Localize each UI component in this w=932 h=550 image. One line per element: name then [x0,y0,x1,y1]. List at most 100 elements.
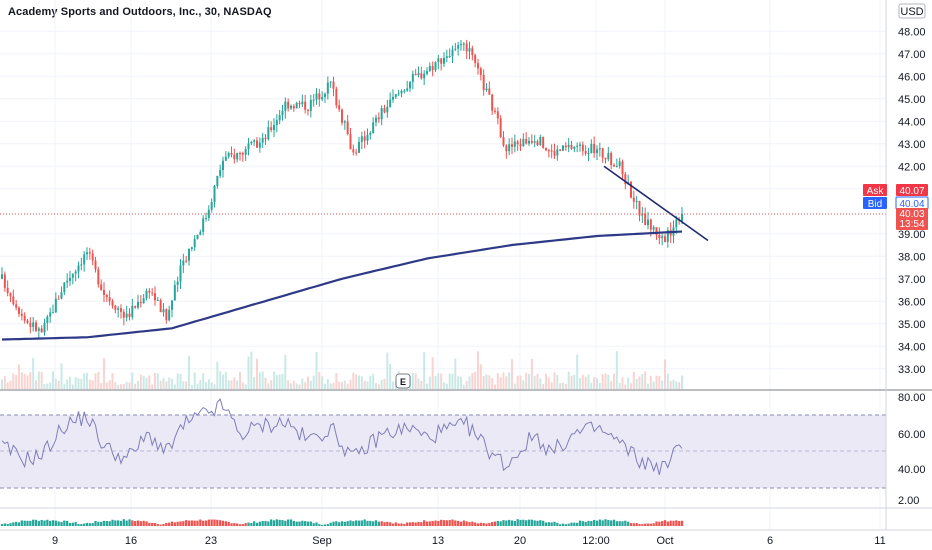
earnings-event-badge[interactable]: E [395,373,411,389]
macd-bar [176,521,179,526]
volume-bar [655,375,658,389]
currency-badge[interactable]: USD [898,3,926,19]
candle-body [547,150,550,152]
volume-bar [513,383,516,389]
volume-bar [499,377,502,389]
macd-bar [57,521,60,526]
volume-bar [550,382,553,389]
macd-bar [428,521,431,526]
volume-bar [613,373,615,389]
price-axis[interactable]: 48.0047.0046.0045.0044.0043.0042.0041.00… [898,26,926,376]
macd-bar [153,522,157,526]
volume-bar [37,371,40,389]
macd-bar [136,520,140,526]
volume-bar [516,375,519,389]
candle-body [590,143,593,154]
macd-bar [128,519,131,526]
macd-bar [343,521,346,526]
candle-body [216,175,219,187]
volume-bar [193,372,196,389]
macd-bar [397,523,400,526]
macd-bar [227,521,230,526]
volume-bar [488,375,491,389]
volume-bar [324,383,326,389]
volume-bar [587,374,590,389]
volume-bar [386,352,389,389]
macd-bar [100,521,103,526]
candle-body [417,73,420,76]
macd-bar [496,520,499,526]
volume-bar [1,379,3,389]
candle-body [295,102,298,109]
macd-bar [3,523,6,526]
volume-bar [346,383,349,389]
volume-bar [171,378,173,389]
macd-bar [559,524,562,526]
last-price-tag: 40.03 13:54 [896,208,928,230]
volume-bar [103,358,105,389]
candle-body [6,287,9,294]
macd-bar [202,520,205,526]
trend-line[interactable] [603,165,709,242]
macd-bar [629,523,633,526]
macd-bar [340,521,344,526]
volume-bar [332,382,335,389]
macd-bar [581,521,584,526]
macd-bar [117,520,120,526]
macd-bar [610,520,613,526]
ask-label: Ask [867,186,885,197]
candle-body [159,299,162,313]
candle-body [355,152,358,154]
candle-body [32,322,35,327]
macd-bar [468,522,471,526]
candle-body [239,152,241,154]
candle-body [290,105,292,109]
macd-bar [672,520,675,526]
time-axis[interactable]: 9 16 23 Sep 13 20 12:00 Oct 6 11 [52,535,886,547]
volume-bar [301,378,304,389]
bar-countdown: 13:54 [899,219,924,230]
chart-title: Academy Sports and Outdoors, Inc., 30, N… [8,6,272,18]
macd-bar [561,523,565,526]
time-tick-label: 9 [52,535,58,547]
rsi-axis[interactable]: 80.00 60.00 40.00 2.00 [898,392,926,507]
volume-bar [590,382,593,389]
candle-body [409,81,411,89]
candle-body [562,145,564,151]
volume-bar [156,373,159,389]
candle-body [125,313,128,318]
volume-bar [91,380,94,389]
candle-body [1,274,3,279]
candle-body [111,301,114,306]
price-tick-label: 37.00 [898,274,926,286]
macd-bar [9,523,12,526]
candle-body [83,254,86,265]
candle-body [389,99,392,107]
volume-bar [462,384,465,389]
macd-bar [615,521,618,526]
volume-bar [352,372,355,389]
volume-bar [29,372,32,389]
volume-bar [465,380,468,389]
volume-bar [290,383,292,389]
volume-bar [426,383,428,389]
macd-bar [564,524,567,526]
candle-body [428,66,431,71]
macd-bar [6,523,9,526]
candle-body [202,218,205,232]
candle-body [366,134,369,141]
macd-bar [666,521,669,526]
macd-bar [423,520,426,526]
macd-bar [258,521,261,526]
candle-body [587,153,590,155]
candle-body [230,152,233,155]
volume-bar [236,380,239,389]
volume-bar [502,372,505,389]
candle-body [301,101,304,105]
volume-bar [525,372,528,389]
macd-bar [491,522,494,526]
volume-bar [627,377,630,389]
macd-bar [29,520,32,526]
volume-bar [414,373,417,389]
